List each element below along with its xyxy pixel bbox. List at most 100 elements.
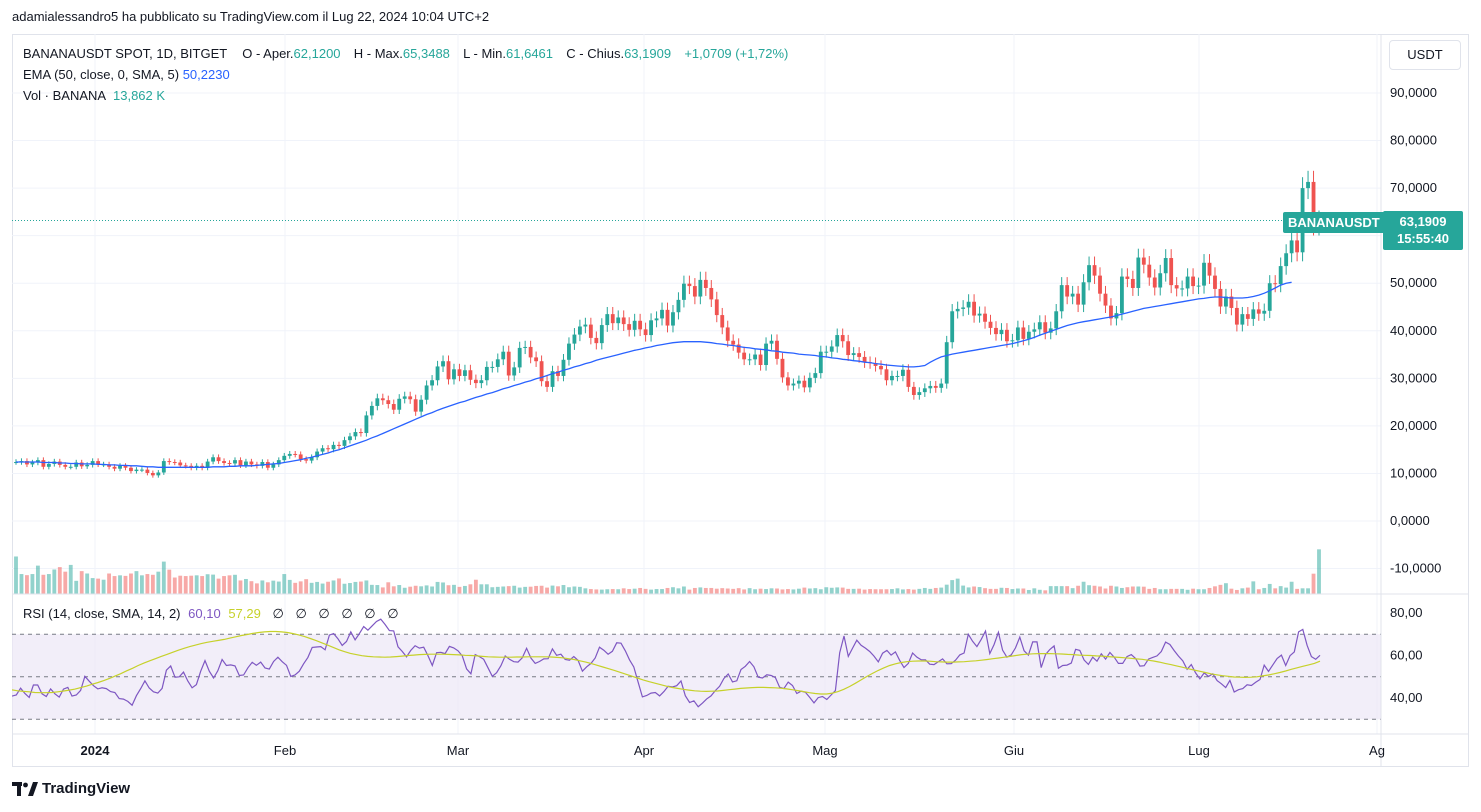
volume-bar: [386, 582, 391, 594]
volume-bar: [391, 586, 396, 594]
candle-body: [1158, 273, 1163, 288]
volume-bar: [813, 588, 818, 594]
legend-rsi[interactable]: RSI (14, close, SMA, 14, 2) 60,10 57,29 …: [23, 606, 399, 622]
chart-frame: [12, 34, 1469, 767]
volume-bar: [134, 571, 139, 594]
candle-body: [1185, 276, 1190, 289]
volume-bar: [495, 586, 500, 594]
candle-body: [1103, 293, 1108, 306]
legend-open-label: O - Aper.: [242, 46, 294, 61]
candle-body: [129, 467, 133, 472]
candle-body: [1026, 331, 1031, 339]
legend-open-value: 62,1200: [293, 46, 341, 61]
legend-ohlc: BANANAUSDT SPOT, 1D, BITGET O - Aper.62,…: [23, 46, 788, 61]
candle-body: [747, 359, 752, 361]
candle-body: [375, 398, 380, 406]
candle-body: [1130, 278, 1135, 288]
volume-bar: [846, 588, 851, 594]
candle-body: [287, 453, 292, 456]
volume-bar: [271, 580, 276, 594]
volume-bar: [298, 581, 303, 594]
volume-bar: [594, 589, 599, 594]
legend-rsi-sma-value: 57,29: [228, 606, 261, 621]
candle-body: [780, 358, 785, 378]
candle-body: [1087, 265, 1091, 283]
legend-ema[interactable]: EMA (50, close, 0, SMA, 5) 50,2230: [23, 67, 230, 82]
candle-body: [216, 457, 221, 462]
candle-body: [884, 369, 889, 381]
volume-bar: [1048, 586, 1053, 594]
volume-bar: [216, 578, 221, 594]
volume-bar: [523, 586, 528, 594]
volume-bar: [1010, 589, 1015, 594]
legend-symbol[interactable]: BANANAUSDT SPOT, 1D, BITGET: [23, 46, 227, 61]
candle-body: [1152, 277, 1157, 288]
volume-bar: [30, 574, 35, 594]
volume-bar: [1158, 589, 1163, 594]
candle-body: [599, 325, 604, 344]
volume-bar: [807, 588, 812, 594]
candle-body: [419, 399, 424, 412]
volume-bar: [1234, 589, 1239, 594]
candle-body: [692, 286, 697, 297]
volume-bar: [457, 586, 462, 594]
candle-body: [205, 461, 210, 468]
volume-bar: [1109, 585, 1113, 594]
candle-body: [337, 444, 341, 446]
candle-body: [282, 455, 287, 461]
grid-layer: [12, 34, 1381, 734]
candle-body: [495, 359, 500, 367]
volume-bar: [654, 589, 659, 594]
volume-bar: [369, 584, 374, 594]
legend-volume[interactable]: Vol · BANANA 13,862 K: [23, 88, 165, 103]
candle-body: [972, 301, 977, 316]
volume-bar: [851, 588, 856, 594]
volume-bar: [358, 581, 363, 594]
volume-bar: [1295, 588, 1300, 594]
currency-button[interactable]: USDT: [1389, 40, 1461, 70]
candle-body: [840, 335, 845, 342]
volume-bar: [57, 567, 62, 594]
candle-body: [1278, 266, 1283, 285]
volume-bar: [25, 575, 29, 594]
volume-bar: [167, 569, 172, 594]
candle-body: [1076, 293, 1081, 305]
volume-bar: [868, 589, 872, 594]
volume-bar: [63, 571, 68, 594]
candle-body: [588, 324, 593, 338]
candle-body: [906, 369, 911, 387]
candle-body: [594, 337, 599, 344]
last-price-symbol-label: BANANAUSDT: [1283, 212, 1385, 233]
volume-bar: [1251, 581, 1256, 594]
volume-bar: [375, 585, 380, 594]
volume-bar: [1098, 586, 1102, 594]
price-tick-label: 50,0000: [1390, 275, 1437, 290]
candle-body: [539, 361, 544, 382]
volume-bar: [342, 583, 347, 594]
volume-bar: [473, 579, 478, 594]
candle-body: [572, 334, 577, 344]
volume-bar: [950, 580, 955, 594]
candle-body: [775, 340, 779, 359]
candle-body: [271, 464, 276, 468]
volume-bar: [435, 581, 440, 594]
volume-bar: [1245, 587, 1250, 594]
volume-bar: [1130, 586, 1135, 594]
volume-bar: [1306, 588, 1310, 594]
volume-bar: [238, 580, 243, 594]
candle-body: [632, 320, 637, 330]
candle-body: [183, 465, 188, 467]
volume-bar: [1005, 587, 1009, 594]
price-tick-label: 30,0000: [1390, 370, 1437, 385]
chart-canvas[interactable]: 90,000080,000070,000060,000050,000040,00…: [12, 34, 1469, 767]
legend-close-label: C - Chius.: [566, 46, 625, 61]
candle-body: [654, 318, 659, 321]
volume-bar: [534, 585, 539, 594]
candle-body: [829, 346, 834, 352]
volume-bar: [90, 578, 95, 594]
legend-rsi-label: RSI (14, close, SMA, 14, 2): [23, 606, 181, 621]
candle-body: [1273, 283, 1278, 285]
volume-bar: [430, 586, 435, 594]
tradingview-logo[interactable]: TradingView: [12, 780, 130, 797]
candle-body: [1229, 296, 1234, 308]
